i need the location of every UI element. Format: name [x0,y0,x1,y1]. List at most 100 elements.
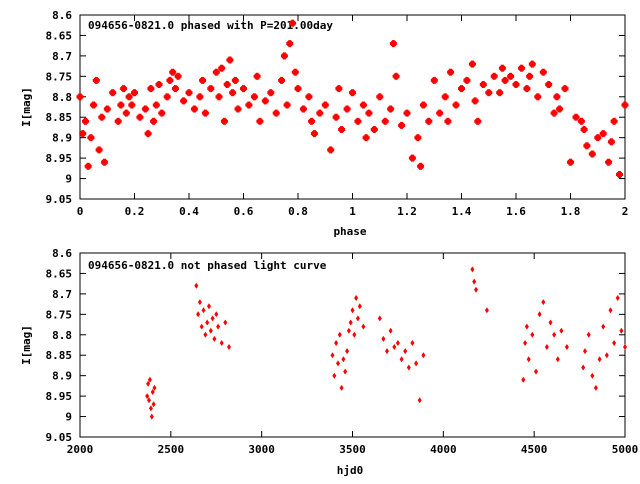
data-point [286,40,294,48]
data-point [537,311,542,318]
data-point [552,331,557,338]
data-point [577,117,585,125]
data-point [612,340,617,346]
data-point [256,117,264,125]
data-point [345,348,350,355]
data-point [417,397,422,404]
data-point [203,331,208,338]
data-point [223,81,231,88]
data-point [588,150,596,158]
data-point [526,72,534,80]
data-point [174,72,182,80]
data-point [103,105,111,113]
x-tick-label: 3500 [339,443,366,456]
data-point [555,356,560,363]
x-tick-label: 4000 [430,443,457,456]
y-tick-label: 9 [65,411,72,424]
x-tick-label: 1 [349,205,356,218]
data-point [152,101,160,109]
data-point [171,85,179,93]
data-point [498,64,506,72]
data-point [471,97,479,105]
data-point [245,101,253,109]
data-point [474,117,482,125]
data-point [414,134,422,142]
data-point [615,295,620,301]
data-point [308,117,316,125]
y-tick-label: 8.7 [52,50,72,63]
data-point [219,340,224,346]
data-point [207,85,215,93]
data-point [387,105,395,113]
data-point [180,97,188,105]
unphased-light-curve-panel: 094656-0821.0 not phased light curve hjd… [20,247,638,477]
data-point [95,146,103,154]
y-ticks: 8.6 8.65 8.7 8.75 8.8 8.85 8.9 8.95 9 9.05 [46,247,625,444]
data-point [586,331,591,338]
data-point [583,142,591,150]
data-point [92,76,100,84]
data-point [234,105,242,113]
data-point [196,93,204,101]
data-point [150,117,158,125]
data-point [84,162,92,170]
data-point [346,327,351,334]
data-point [376,93,384,101]
data-point [444,117,452,125]
data-point [215,93,223,101]
x-tick-label: 1.6 [506,205,526,218]
data-point [210,315,215,322]
phased-light-curve-panel: 094656-0821.0 phased with P=201.00day ph… [20,9,629,238]
chart-title: 094656-0821.0 phased with P=201.00day [88,19,333,32]
data-point [470,266,475,273]
data-points [76,19,629,178]
data-point [90,101,98,109]
data-point [468,60,476,68]
data-point [348,319,353,326]
data-point [608,307,613,314]
x-tick-label: 1.8 [561,205,581,218]
y-tick-label: 8.8 [52,329,72,342]
data-point [120,85,128,93]
data-point [190,105,198,113]
data-point [548,319,553,326]
data-point [149,413,154,420]
data-point [607,138,615,146]
data-point [550,109,558,117]
data-point [619,327,624,334]
y-tick-label: 8.6 [52,9,72,22]
data-point [205,319,210,326]
y-tick-label: 8.65 [46,29,73,42]
x-tick-label: 1.4 [452,205,472,218]
data-point [392,344,397,350]
data-point [272,109,280,117]
data-point [212,335,217,342]
y-tick-label: 8.95 [46,152,73,165]
data-point [604,352,609,359]
data-point [417,162,425,170]
data-point [572,113,580,121]
data-point [310,130,318,138]
data-point [528,60,536,68]
data-point [436,109,444,117]
data-point [389,40,397,48]
data-point [518,64,525,72]
x-tick-label: 2500 [158,443,185,456]
data-point [79,130,87,138]
data-point [534,368,538,375]
y-tick-label: 8.8 [52,91,72,104]
data-point [148,405,153,412]
data-point [201,307,206,314]
data-point [337,331,342,338]
chart-title: 094656-0821.0 not phased light curve [88,259,327,272]
data-point [590,372,595,379]
data-point [197,299,202,306]
data-point [474,286,478,293]
data-point [155,81,163,88]
data-point [294,85,302,93]
data-point [240,85,247,93]
data-point [349,89,356,97]
y-tick-label: 8.65 [46,267,73,280]
data-point [125,93,133,101]
data-point [599,130,607,138]
